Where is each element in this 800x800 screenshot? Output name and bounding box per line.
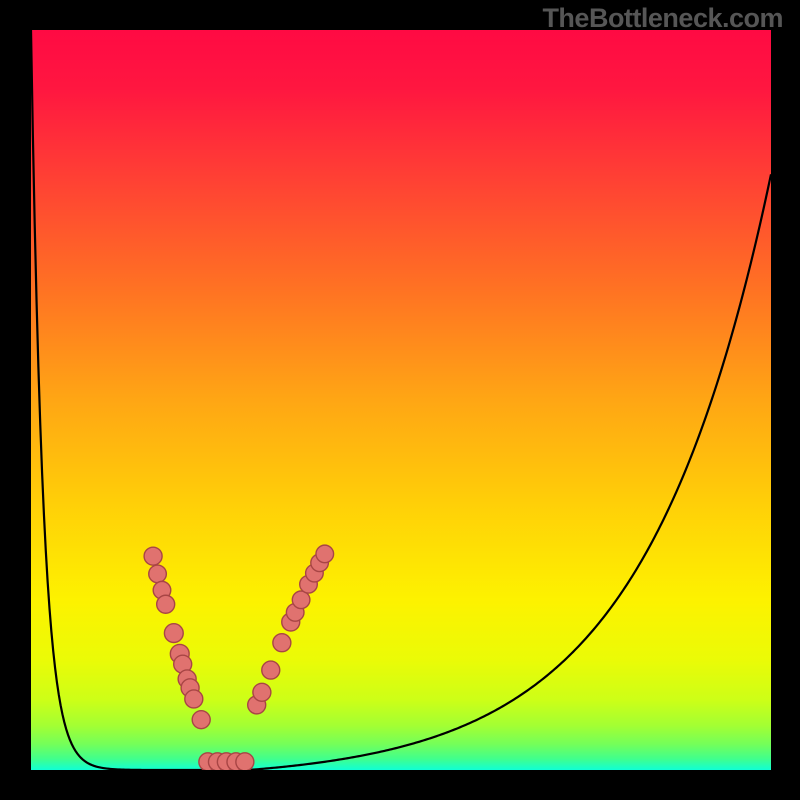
data-marker (192, 711, 210, 729)
gradient-background (31, 30, 771, 770)
bottleneck-chart (31, 30, 771, 770)
data-marker (316, 545, 334, 563)
data-marker (236, 753, 254, 770)
data-marker (157, 595, 175, 613)
data-marker (273, 634, 291, 652)
watermark-label: TheBottleneck.com (542, 3, 783, 34)
data-marker (185, 690, 203, 708)
data-marker (144, 547, 162, 565)
data-marker (253, 683, 271, 701)
data-marker (164, 624, 183, 643)
data-marker (262, 661, 280, 679)
data-marker (149, 565, 167, 583)
